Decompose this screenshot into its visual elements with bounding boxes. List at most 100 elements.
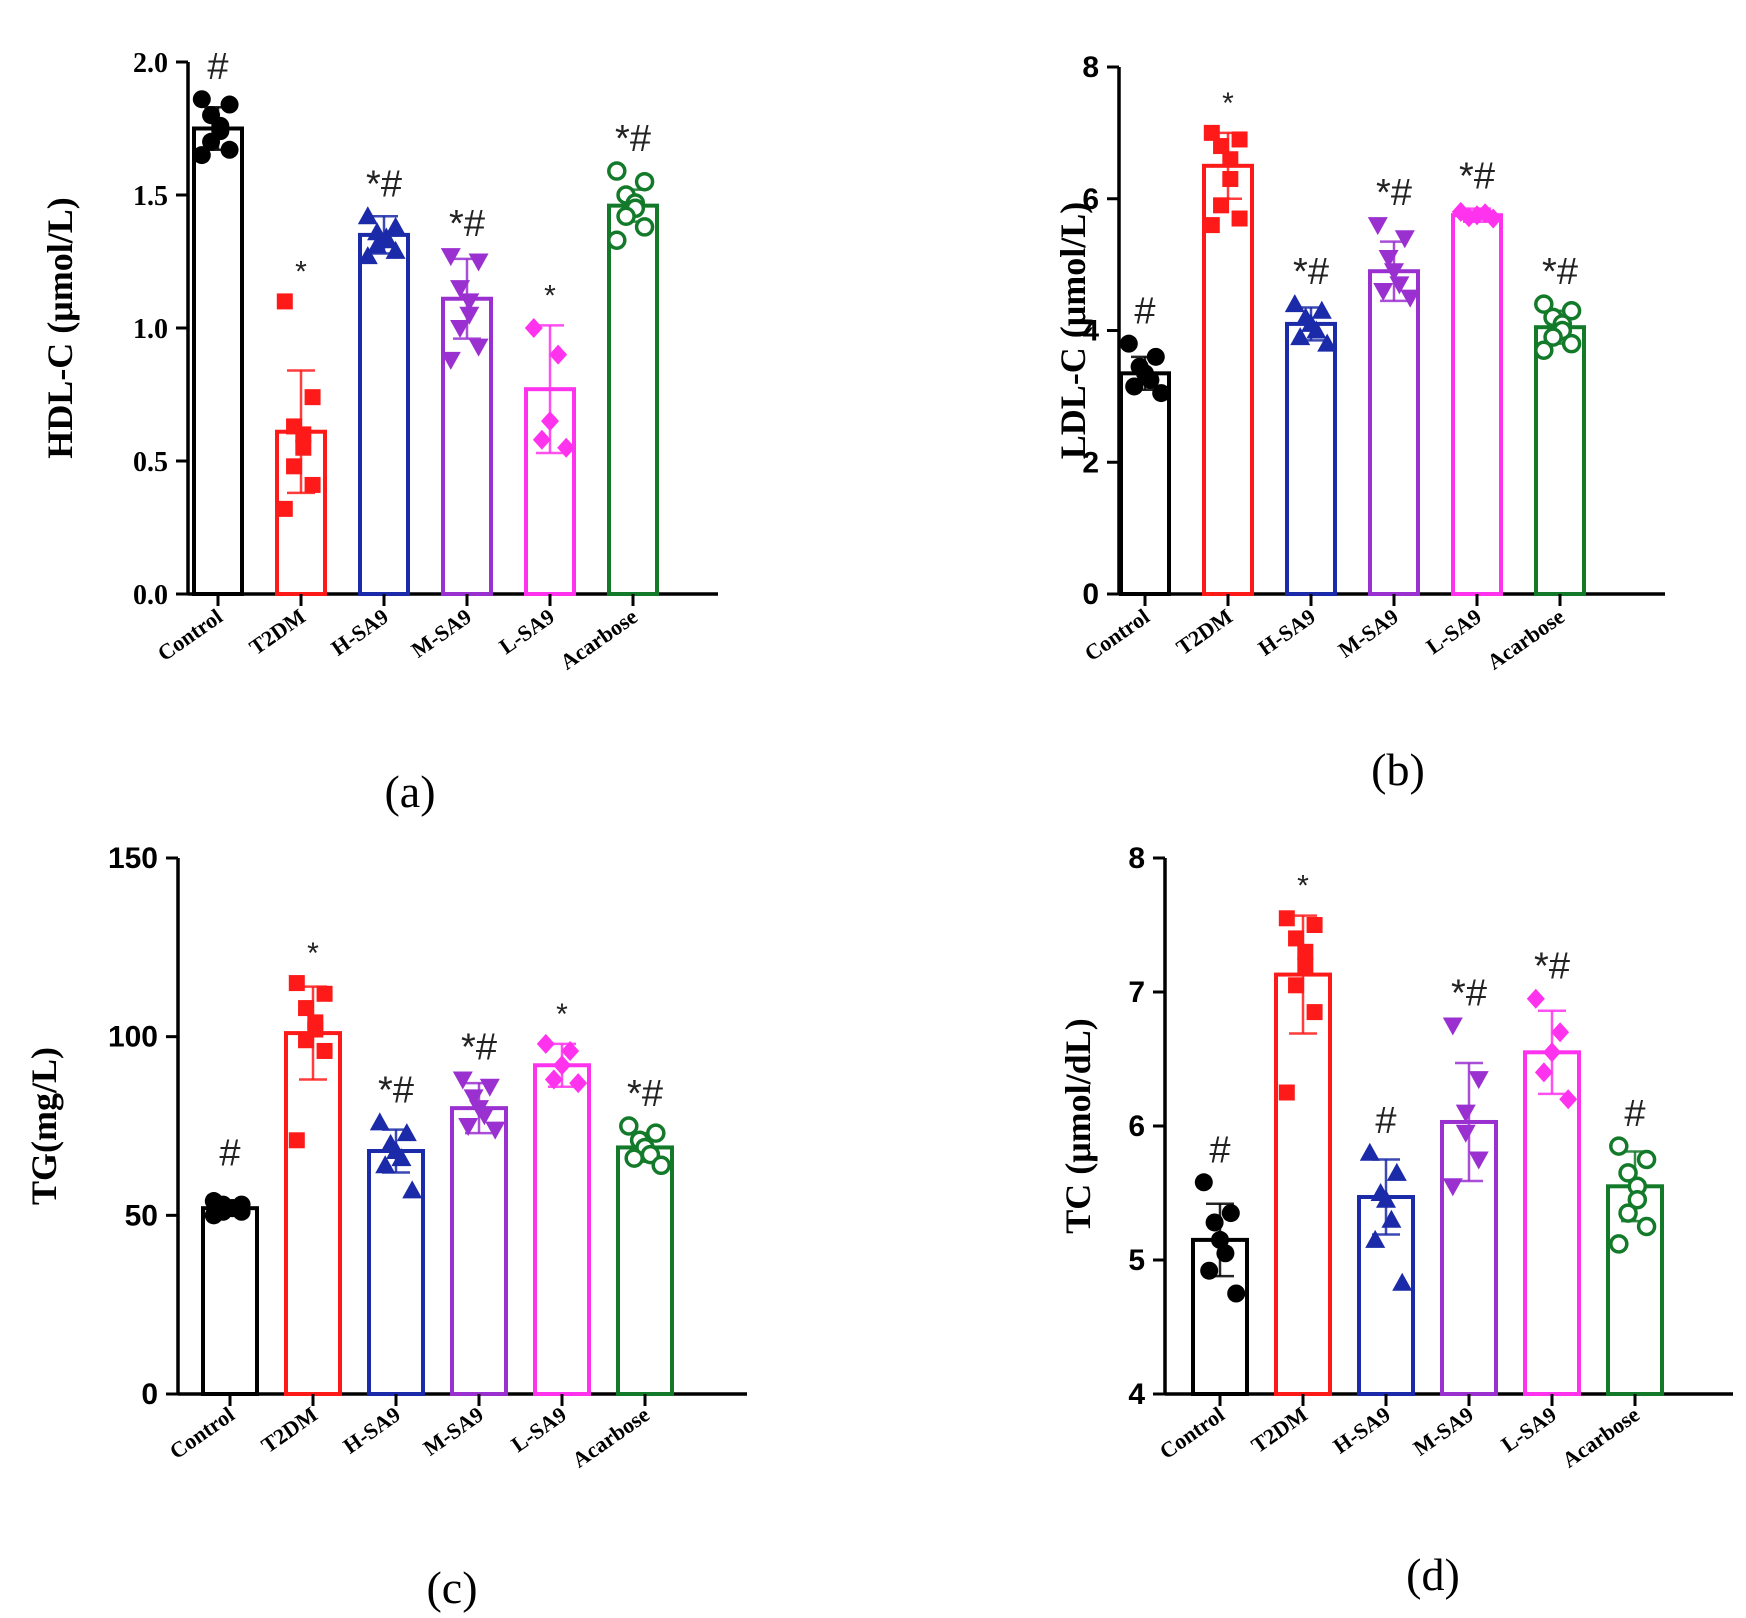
category-label: T2DM: [1171, 603, 1237, 659]
chart-panel-d: 4 5 6 7 8 TC (μmol/dL) # Control * T2DM # H-SA9 *# M-…: [1058, 842, 1733, 1600]
significance-label: *#: [615, 118, 651, 160]
data-point-T2DM: [298, 1032, 315, 1049]
data-point-Control: [1125, 377, 1144, 396]
category-label: H-SA9: [338, 1402, 404, 1459]
data-point-H-SA9: [357, 246, 378, 265]
data-point-M-SA9: [474, 1107, 495, 1126]
significance-label: #: [1134, 291, 1155, 333]
significance-label: *: [1222, 87, 1234, 120]
category-label: Acarbose: [1482, 603, 1569, 674]
data-point-Control: [1205, 1213, 1224, 1232]
bar-T2DM: [1274, 972, 1332, 1397]
data-point-L-SA9: [561, 1040, 580, 1061]
significance-label: *: [544, 279, 556, 312]
data-point-Acarbose: [646, 1123, 666, 1143]
data-point-L-SA9: [553, 1055, 571, 1076]
data-point-Control: [1119, 334, 1138, 353]
significance-label: *#: [1451, 973, 1487, 1015]
category-label: L-SA9: [1421, 604, 1485, 660]
bar-H-SA9: [358, 232, 410, 596]
data-point-L-SA9: [536, 1033, 555, 1054]
data-point-Control: [220, 140, 239, 159]
data-point-T2DM: [295, 426, 312, 443]
data-point-H-SA9: [1376, 1189, 1396, 1208]
chart-panel-a: 0.0 0.5 1.0 1.5 2.0 HDL-C (μmol/L) # Control * T2…: [40, 46, 718, 817]
panel-label: (c): [426, 1562, 477, 1613]
data-point-M-SA9: [485, 1121, 506, 1140]
bar-Acarbose: [616, 1145, 674, 1396]
bar-M-SA9: [450, 1106, 508, 1396]
significance-label: *#: [378, 1069, 414, 1111]
data-point-Acarbose: [1636, 1216, 1657, 1237]
data-point-M-SA9: [1442, 1178, 1463, 1197]
category-label: Acarbose: [1557, 1401, 1644, 1472]
data-point-T2DM: [1278, 1084, 1295, 1101]
category-label: T2DM: [1246, 1401, 1312, 1457]
data-point-M-SA9: [459, 306, 480, 325]
panel-label: (b): [1371, 744, 1425, 795]
data-point-Acarbose: [634, 217, 655, 237]
data-point-T2DM: [276, 500, 293, 517]
significance-label: #: [1624, 1093, 1645, 1135]
data-point-M-SA9: [463, 1089, 484, 1108]
data-point-M-SA9: [440, 248, 461, 267]
category-label: Acarbose: [567, 1401, 654, 1472]
data-point-L-SA9: [549, 344, 568, 365]
data-point-Acarbose: [1618, 1203, 1638, 1223]
data-point-M-SA9: [450, 320, 471, 338]
y-tick-label: 4: [1128, 1378, 1145, 1411]
data-point-L-SA9: [524, 318, 543, 338]
data-point-Acarbose: [1618, 1163, 1638, 1183]
data-point-H-SA9: [1386, 1162, 1407, 1181]
data-point-Control: [1194, 1173, 1213, 1192]
data-point-Control: [232, 1202, 251, 1221]
data-point-M-SA9: [1455, 1104, 1476, 1123]
data-point-T2DM: [1288, 977, 1305, 994]
significance-label: *: [1297, 870, 1309, 903]
significance-label: #: [207, 46, 228, 88]
data-point-M-SA9: [1468, 1151, 1489, 1170]
category-label: Control: [1155, 1402, 1229, 1464]
y-tick-label: 2.0: [133, 48, 168, 79]
significance-label: *: [295, 255, 307, 288]
data-point-Control: [1200, 1261, 1219, 1280]
data-point-L-SA9: [1459, 207, 1478, 228]
data-point-H-SA9: [1317, 333, 1338, 352]
data-point-T2DM: [1213, 197, 1230, 214]
data-point-T2DM: [1213, 138, 1230, 155]
data-point-M-SA9: [1384, 263, 1404, 282]
data-point-T2DM: [316, 1042, 333, 1059]
y-tick-label: 50: [125, 1199, 158, 1232]
y-axis-label: TC (μmol/dL): [1058, 1018, 1098, 1233]
data-point-Acarbose: [1609, 1136, 1629, 1156]
category-label: Control: [165, 1402, 239, 1464]
y-tick-label: 6: [1082, 183, 1099, 216]
data-point-H-SA9: [1311, 300, 1332, 319]
bar-Control: [1119, 371, 1171, 596]
category-label: T2DM: [244, 603, 310, 659]
category-label: H-SA9: [326, 604, 392, 661]
significance-label: *#: [1542, 251, 1578, 293]
data-point-T2DM: [276, 293, 293, 310]
data-point-M-SA9: [1394, 230, 1415, 249]
data-point-H-SA9: [385, 240, 406, 259]
data-point-Acarbose: [607, 230, 627, 250]
category-label: Acarbose: [555, 603, 642, 674]
data-point-L-SA9: [569, 1073, 588, 1094]
data-point-Control: [220, 95, 239, 114]
data-point-L-SA9: [1551, 1022, 1570, 1043]
data-point-M-SA9: [1389, 276, 1410, 295]
data-point-H-SA9: [402, 1180, 423, 1199]
data-point-H-SA9: [1365, 1229, 1386, 1248]
data-point-L-SA9: [1543, 1042, 1561, 1063]
data-point-M-SA9: [1373, 282, 1394, 301]
significance-label: *#: [1293, 251, 1329, 293]
data-point-M-SA9: [1378, 250, 1399, 269]
data-point-Acarbose: [616, 206, 636, 227]
significance-label: *: [556, 998, 568, 1031]
significance-label: #: [1209, 1129, 1230, 1171]
y-tick-label: 100: [108, 1021, 158, 1054]
data-point-H-SA9: [375, 1155, 396, 1174]
data-point-M-SA9: [458, 1118, 479, 1136]
